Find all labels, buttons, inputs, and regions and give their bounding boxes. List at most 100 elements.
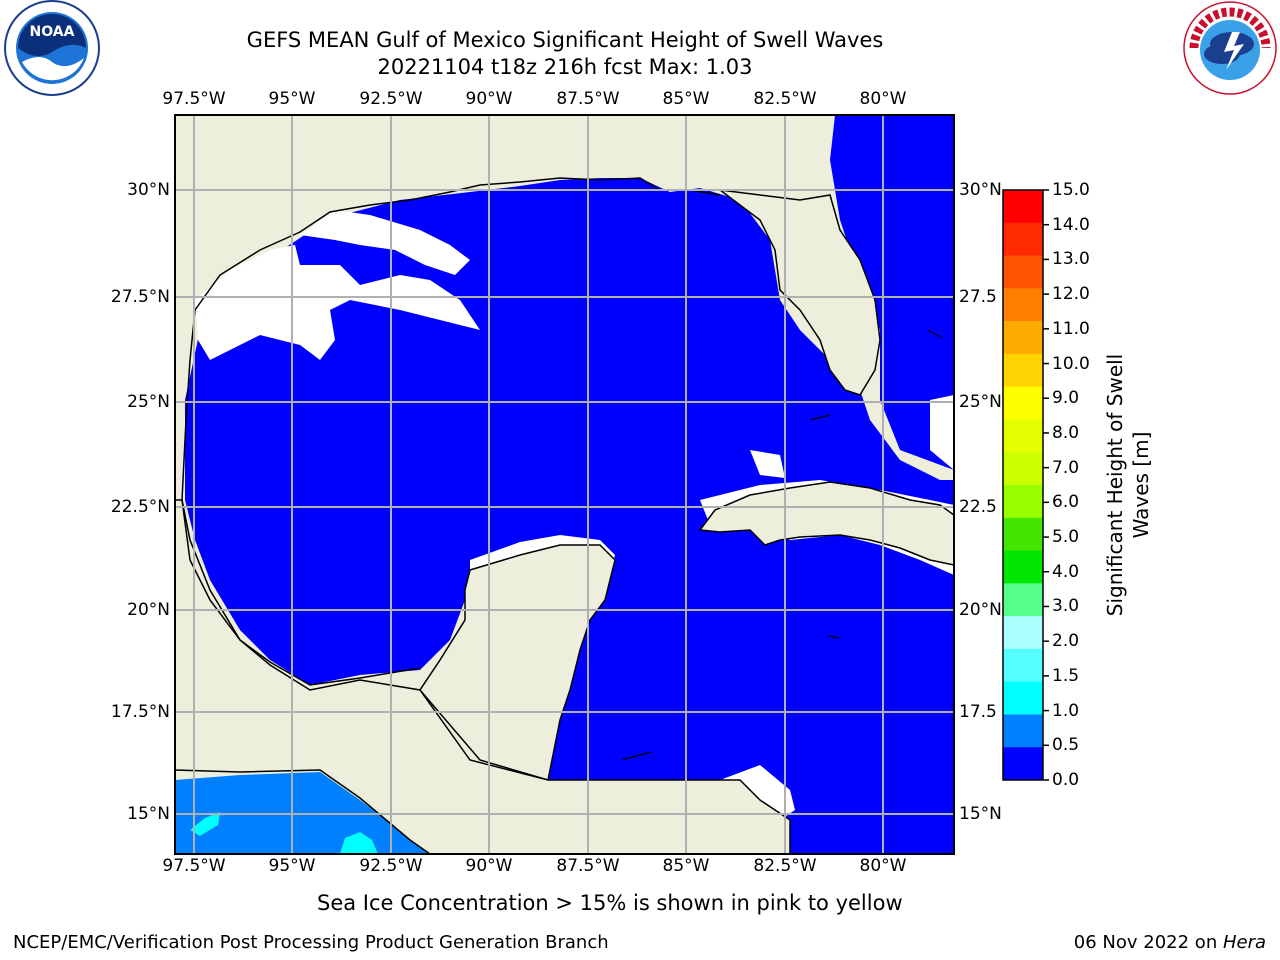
- colorbar-segment: [1003, 517, 1043, 552]
- colorbar-segment: [1003, 386, 1043, 420]
- lon-label-top: 97.5°W: [162, 89, 226, 109]
- lon-label-top: 92.5°W: [359, 89, 423, 109]
- colorbar-segment: [1003, 190, 1043, 224]
- lon-label-bottom: 82.5°W: [753, 856, 817, 876]
- colorbar-segment: [1003, 648, 1043, 683]
- lat-label-right: 15°N: [959, 804, 1002, 824]
- map-frame: [174, 114, 955, 855]
- footer-credit: NCEP/EMC/Verification Post Processing Pr…: [13, 932, 609, 953]
- lon-label-top: 82.5°W: [753, 89, 817, 109]
- colorbar-tick-label: 9.0: [1052, 388, 1080, 409]
- lon-label-bottom: 95°W: [268, 856, 316, 876]
- lat-label-right: 30°N: [959, 180, 1002, 200]
- colorbar-segment: [1003, 452, 1043, 486]
- colorbar-tick-label: 15.0: [1052, 180, 1090, 200]
- nws-logo: [1183, 1, 1277, 95]
- pacific-cyan-2: [340, 832, 378, 854]
- lon-label-top: 85°W: [662, 89, 710, 109]
- footer-date-text: 06 Nov 2022 on: [1073, 932, 1223, 953]
- missing-data-keys: [750, 450, 785, 478]
- lon-label-top: 87.5°W: [556, 89, 620, 109]
- noaa-logo-text: NOAA: [30, 24, 75, 40]
- lon-label-top: 95°W: [268, 89, 316, 109]
- colorbar-segment: [1003, 747, 1043, 781]
- colorbar-tick-label: 1.0: [1052, 700, 1080, 721]
- colorbar-tick-label: 0.5: [1052, 735, 1080, 756]
- colorbar-segment: [1003, 583, 1043, 617]
- lon-label-bottom: 92.5°W: [359, 856, 423, 876]
- lat-label-right: 22.5: [959, 497, 997, 517]
- colorbar-tick-label: 4.0: [1052, 561, 1080, 582]
- colorbar-tick-label: 11.0: [1052, 318, 1090, 339]
- colorbar-tick-label: 14.0: [1052, 214, 1090, 235]
- caribbean-water: [560, 510, 954, 854]
- atlantic-water: [830, 115, 954, 470]
- colorbar-segment: [1003, 419, 1043, 453]
- lat-label-right: 17.5: [959, 702, 997, 722]
- colorbar-segment: [1003, 288, 1043, 322]
- colorbar-segment: [1003, 321, 1043, 355]
- colorbar-tick-label: 8.0: [1052, 422, 1080, 443]
- colorbar-tick-label: 5.0: [1052, 527, 1080, 548]
- graticule: [175, 115, 954, 854]
- central-america-land: [175, 499, 791, 854]
- footer-date: 06 Nov 2022 on Hera: [1074, 932, 1266, 953]
- missing-data-east: [930, 395, 954, 470]
- footer-machine: Hera: [1222, 932, 1266, 953]
- colorbar-tick-label: 2.0: [1052, 631, 1080, 652]
- colorbar: [1003, 189, 1049, 781]
- lon-label-top: 80°W: [859, 89, 907, 109]
- yucatan-land: [419, 544, 616, 781]
- lat-label-right: 20°N: [959, 600, 1002, 620]
- colorbar-segment: [1003, 616, 1043, 650]
- colorbar-segment: [1003, 485, 1043, 519]
- colorbar-frame: [1002, 189, 1044, 781]
- chart-subtitle: 20221104 t18z 216h fcst Max: 1.03: [377, 55, 753, 79]
- missing-data-honduras: [720, 765, 795, 820]
- west-coast: [181, 309, 421, 686]
- colorbar-tick-label: 6.0: [1052, 492, 1080, 513]
- chart-title: GEFS MEAN Gulf of Mexico Significant Hei…: [246, 28, 884, 52]
- colorbar-tick-label: 12.0: [1052, 284, 1090, 305]
- colorbar-tick-label: 7.0: [1052, 457, 1080, 478]
- colorbar-segment: [1003, 714, 1043, 748]
- lat-label-left: 20°N: [127, 600, 170, 620]
- colorbar-tick-label: 13.0: [1052, 249, 1090, 270]
- lon-label-bottom: 90°W: [465, 856, 513, 876]
- cuba-land: [698, 481, 954, 566]
- colorbar-segment: [1003, 681, 1043, 715]
- lon-label-bottom: 85°W: [662, 856, 710, 876]
- mexico-coast: [194, 177, 721, 311]
- lon-label-bottom: 87.5°W: [556, 856, 620, 876]
- colorbar-tick-label: 0.0: [1052, 770, 1080, 790]
- colorbar-segment: [1003, 353, 1043, 388]
- colorbar-label-line2: Waves [m]: [1129, 431, 1153, 539]
- colorbar-label: Significant Height of Swell Waves [m]: [1102, 354, 1154, 616]
- lat-label-left: 22.5°N: [110, 497, 170, 517]
- noaa-logo: NOAA: [4, 0, 100, 96]
- colorbar-tick-label: 3.0: [1052, 596, 1080, 617]
- colorbar-label-line1: Significant Height of Swell: [1103, 353, 1127, 617]
- missing-data-north: [195, 245, 480, 360]
- lat-label-left: 15°N: [127, 804, 170, 824]
- lon-label-bottom: 97.5°W: [162, 856, 226, 876]
- missing-data-north-2: [300, 210, 470, 275]
- lat-label-left: 30°N: [127, 180, 170, 200]
- florida-land: [717, 188, 881, 396]
- colorbar-segment: [1003, 222, 1043, 257]
- lat-label-right: 25°N: [959, 392, 1002, 412]
- lat-label-left: 17.5°N: [110, 702, 170, 722]
- lat-label-left: 25°N: [127, 392, 170, 412]
- pacific-cyan-1: [190, 812, 220, 836]
- lon-label-top: 90°W: [465, 89, 513, 109]
- colorbar-segment: [1003, 255, 1043, 289]
- lon-label-bottom: 80°W: [859, 856, 907, 876]
- colorbar-segment: [1003, 550, 1043, 584]
- sea-ice-note: Sea Ice Concentration > 15% is shown in …: [317, 891, 903, 915]
- lat-label-right: 27.5: [959, 287, 997, 307]
- bahamas: [621, 329, 943, 761]
- lat-label-left: 27.5°N: [110, 287, 170, 307]
- colorbar-tick-label: 1.5: [1052, 665, 1080, 686]
